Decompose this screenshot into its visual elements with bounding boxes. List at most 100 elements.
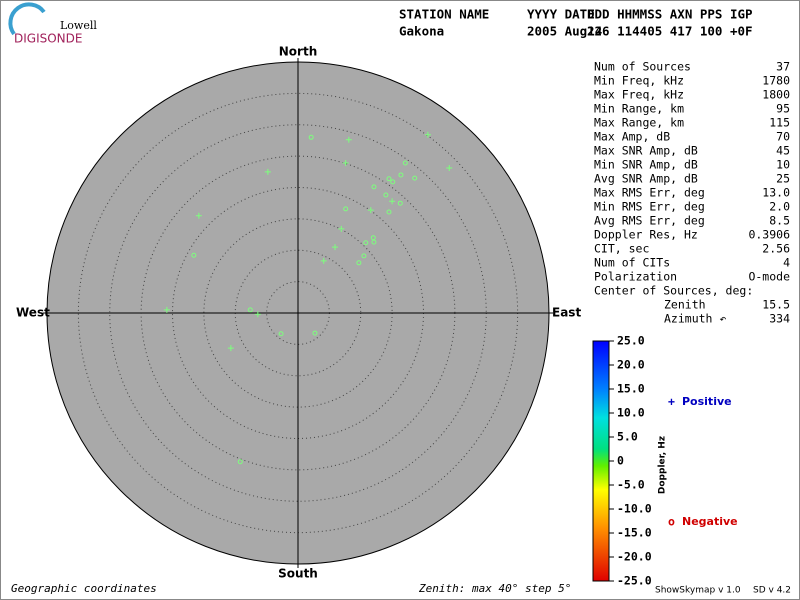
point-negative (371, 239, 377, 245)
stat-value: 70 (776, 130, 790, 144)
footer-right2: SD v 4.2 (753, 586, 791, 596)
stat-label: Max Freq, kHz (594, 88, 684, 102)
point-negative (363, 240, 369, 246)
stat-value: 115 (769, 116, 790, 130)
stat-value: 95 (776, 102, 790, 116)
colorbar-tick-label: 25.0 (617, 334, 645, 348)
stat-value: 15.5 (762, 298, 790, 312)
logo-top: Lowell (60, 19, 97, 32)
point-positive (342, 160, 349, 167)
stat-label: CIT, sec (594, 242, 649, 256)
logo-arc (8, 2, 46, 36)
colorbar-tick-label: 5.0 (617, 430, 638, 444)
stat-value: O-mode (748, 270, 790, 284)
stat-value: 37 (776, 60, 790, 74)
stat-value: 2.0 (769, 200, 790, 214)
point-positive (367, 207, 374, 214)
point-negative (383, 192, 389, 198)
colorbar-tick-label: -20.0 (617, 550, 652, 564)
legend-name: Negative (682, 515, 738, 528)
stat-label: Max RMS Err, deg (594, 186, 705, 200)
stat-value: 334 (769, 312, 790, 326)
stat-value: 8.5 (769, 214, 790, 228)
colorbar-tick-label: 15.0 (617, 382, 645, 396)
point-negative (386, 176, 392, 182)
point-negative (398, 172, 404, 178)
point-positive (446, 165, 453, 172)
stat-label: Min Freq, kHz (594, 74, 684, 88)
legend-name: Positive (682, 395, 732, 408)
point-positive (338, 225, 345, 232)
point-positive (254, 311, 261, 318)
header-value: 2005 Aug14 (527, 24, 602, 39)
colorbar-tick-label: 20.0 (617, 358, 645, 372)
stat-label: Doppler Res, Hz (594, 228, 698, 242)
stat-label: Max Range, km (594, 116, 684, 130)
legend-symbol: + (668, 395, 675, 409)
colorbar-label: Doppler, Hz (658, 436, 668, 494)
point-positive (424, 131, 431, 138)
stat-value: 13.0 (762, 186, 790, 200)
header-label: STATION NAME (399, 7, 489, 22)
stat-label: Min SNR Amp, dB (594, 158, 698, 172)
footer-right1: ShowSkymap v 1.0 (655, 586, 741, 596)
colorbar (592, 340, 610, 582)
stat-label: Max Amp, dB (594, 130, 670, 144)
stat-value: 1800 (762, 88, 790, 102)
colorbar-tick-label: -25.0 (617, 574, 652, 588)
point-negative (371, 184, 377, 190)
point-negative (247, 307, 253, 313)
header-value: Gakona (399, 24, 444, 39)
point-positive (264, 168, 271, 175)
point-negative (308, 134, 314, 140)
stat-label: Num of Sources (594, 60, 691, 74)
stat-label: Polarization (594, 270, 677, 284)
point-negative (343, 206, 349, 212)
stat-label: Zenith (664, 298, 706, 312)
point-positive (195, 212, 202, 219)
header-label: DDD HHMMSS AXN PPS IGP (587, 7, 753, 22)
stat-value: 2.56 (762, 242, 790, 256)
point-negative (361, 253, 367, 259)
stat-label: Avg RMS Err, deg (594, 214, 705, 228)
colorbar-tick-label: 10.0 (617, 406, 645, 420)
point-negative (397, 200, 403, 206)
stat-label: Num of CITs (594, 256, 670, 270)
stat-label: Min Range, km (594, 102, 684, 116)
stat-value: 1780 (762, 74, 790, 88)
legend-symbol: o (668, 515, 675, 529)
point-negative (390, 179, 396, 185)
point-negative (356, 260, 362, 266)
stat-label: Min RMS Err, deg (594, 200, 705, 214)
stat-value: 45 (776, 144, 790, 158)
header-label: YYYY DATE (527, 7, 595, 22)
stat-label: Max SNR Amp, dB (594, 144, 698, 158)
dir-south: South (278, 567, 318, 581)
colorbar-tick-label: -15.0 (617, 526, 652, 540)
dir-east: East (552, 306, 581, 320)
header-value: 226 114405 417 100 +0F (587, 24, 753, 39)
stat-value: 0.3906 (748, 228, 790, 242)
colorbar-tick-label: -10.0 (617, 502, 652, 516)
point-negative (402, 160, 408, 166)
point-positive (332, 244, 339, 251)
dir-north: North (279, 45, 317, 59)
stat-value: 25 (776, 172, 790, 186)
point-negative (312, 330, 318, 336)
point-positive (227, 345, 234, 352)
stat-label: Avg SNR Amp, dB (594, 172, 698, 186)
point-negative (191, 252, 197, 258)
point-positive (389, 198, 396, 205)
point-negative (386, 209, 392, 215)
point-positive (345, 136, 352, 143)
footer-center: Zenith: max 40° step 5° (418, 582, 571, 595)
stat-value: 4 (783, 256, 790, 270)
colorbar-tick-label: -5.0 (617, 478, 645, 492)
point-positive (163, 306, 170, 313)
stat-value: 10 (776, 158, 790, 172)
colorbar-tick-label: 0 (617, 454, 624, 468)
stat-label: Azimuth ↶ (664, 312, 726, 326)
logo-bottom: DIGISONDE (14, 32, 82, 46)
point-positive (320, 257, 327, 264)
